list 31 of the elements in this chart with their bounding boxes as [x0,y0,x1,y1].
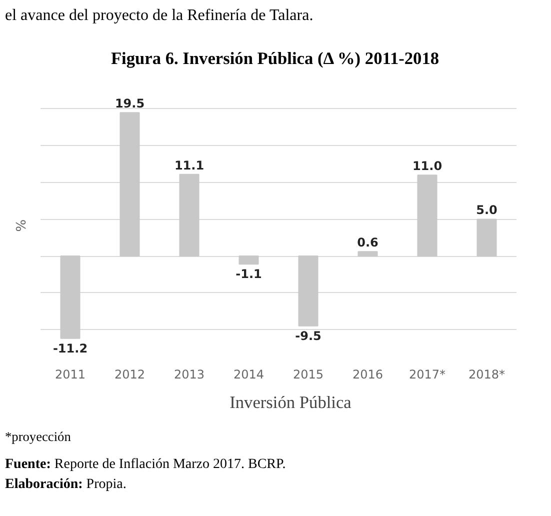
data-label: 19.5 [114,96,145,111]
text: *proyección [5,428,71,446]
data-label: -9.5 [295,328,322,343]
bar [417,174,438,257]
bar [179,174,200,257]
data-label: 11.1 [174,158,204,172]
text: Elaboración: Propia. [5,476,128,494]
x-tick-label: 2018* [468,368,506,382]
x-tick-label: 2012 [114,368,146,382]
data-label: 11.0 [412,159,442,174]
x-tick-label: 2017* [408,368,446,382]
bar [60,256,80,339]
bar [298,256,318,326]
y-axis-title: % [14,219,30,232]
x-tick-label: 2016 [352,368,384,382]
data-label: 0.6 [357,236,378,250]
x-tick-label: 2015 [292,368,324,382]
x-tick-label: 2011 [54,368,86,382]
source-note: Fuente: Reporte de Inflación Marzo 2017. BCRP. [5,456,286,474]
x-tick-label: 2014 [233,368,264,382]
chart-title: Figura 6. Inversión Pública (Δ %) 2011-2018 [110,48,440,70]
data-label: -11.2 [52,341,88,356]
data-label: 5.0 [476,203,498,218]
bar [476,218,497,257]
data-label: -1.1 [236,267,262,282]
text: Inversión Pública [230,393,352,413]
bar [238,256,259,265]
bar [358,251,378,257]
x-tick-label: 2013 [174,368,205,382]
text: el avance del proyecto de la Refinería de Talara. [5,6,314,26]
bar [120,112,140,257]
